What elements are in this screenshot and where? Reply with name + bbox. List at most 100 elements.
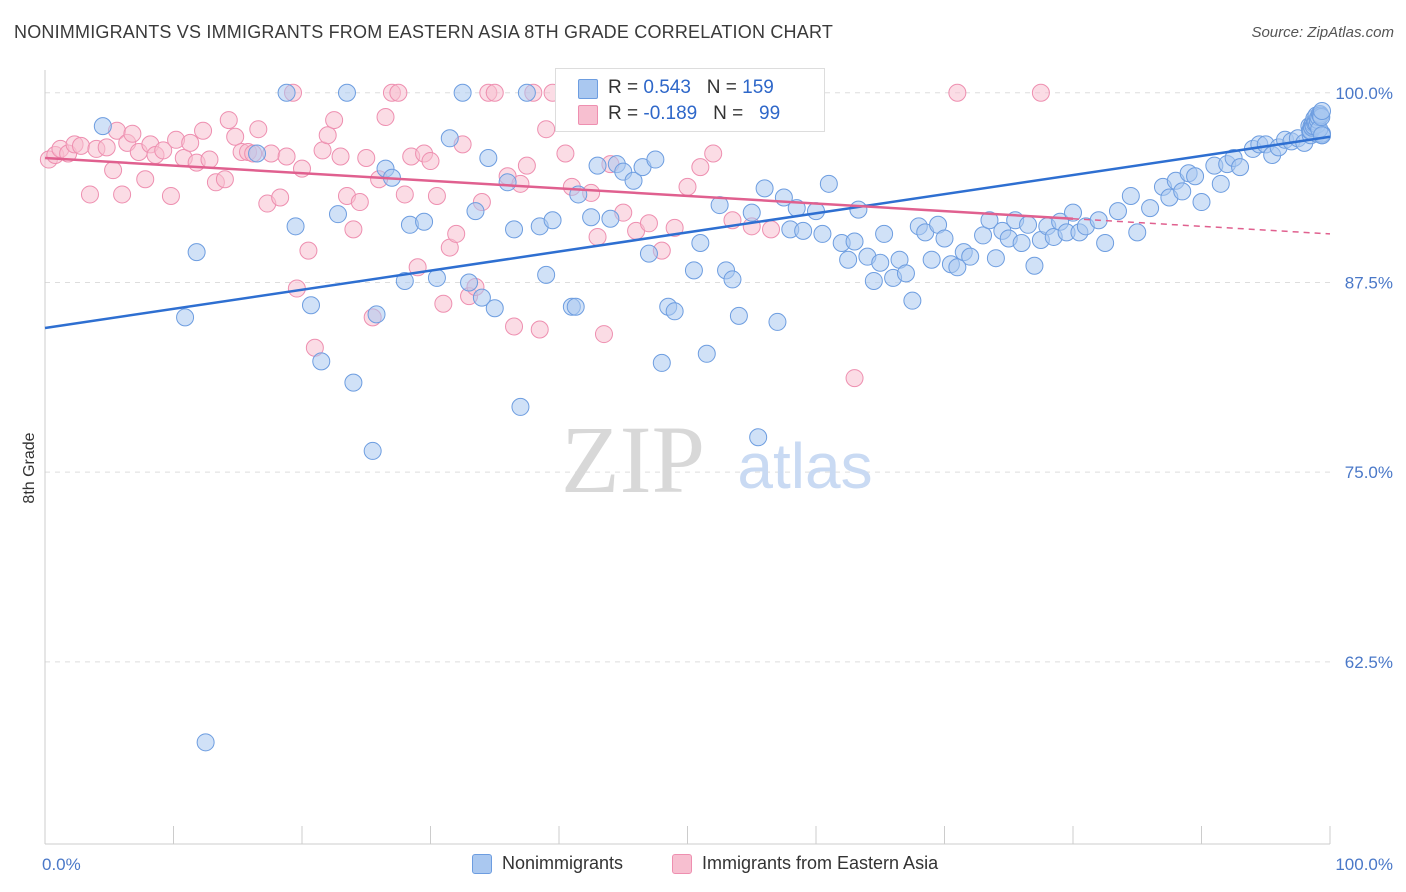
- data-point-nonimmigrants: [845, 232, 864, 251]
- data-point-nonimmigrants: [1173, 182, 1192, 201]
- watermark-zip: ZIP: [561, 406, 705, 513]
- data-point-nonimmigrants: [864, 271, 883, 290]
- data-point-nonimmigrants: [1096, 234, 1115, 253]
- data-point-nonimmigrants: [395, 271, 414, 290]
- data-point-immigrants: [556, 144, 575, 163]
- data-point-nonimmigrants: [453, 83, 472, 102]
- chart-source: Source: ZipAtlas.com: [1251, 24, 1394, 41]
- data-point-immigrants: [678, 177, 697, 196]
- data-point-nonimmigrants: [749, 428, 768, 447]
- data-point-nonimmigrants: [93, 117, 112, 136]
- legend-swatch-blue: [472, 854, 492, 874]
- data-point-immigrants: [313, 141, 332, 160]
- data-point-nonimmigrants: [543, 211, 562, 230]
- data-point-immigrants: [113, 185, 132, 204]
- legend-swatch-pink: [672, 854, 692, 874]
- data-point-nonimmigrants: [511, 397, 530, 416]
- data-point-nonimmigrants: [176, 308, 195, 327]
- data-point-immigrants: [80, 185, 99, 204]
- data-point-immigrants: [194, 121, 213, 140]
- chart-title: NONIMMIGRANTS VS IMMIGRANTS FROM EASTERN…: [14, 22, 834, 42]
- data-point-nonimmigrants: [935, 229, 954, 248]
- data-point-nonimmigrants: [723, 270, 742, 289]
- data-point-nonimmigrants: [466, 202, 485, 221]
- data-point-nonimmigrants: [974, 226, 993, 245]
- data-point-nonimmigrants: [813, 224, 832, 243]
- data-point-nonimmigrants: [819, 174, 838, 193]
- data-point-nonimmigrants: [948, 258, 967, 277]
- data-point-nonimmigrants: [367, 305, 386, 324]
- data-point-nonimmigrants: [1313, 126, 1331, 145]
- data-point-nonimmigrants: [896, 264, 915, 283]
- legend-r-label: R =: [608, 77, 644, 98]
- data-point-nonimmigrants: [652, 353, 671, 372]
- data-point-nonimmigrants: [986, 249, 1005, 268]
- data-point-nonimmigrants: [849, 200, 868, 219]
- x-tick-label: 100.0%: [1335, 855, 1393, 874]
- data-point-nonimmigrants: [639, 244, 658, 263]
- data-point-nonimmigrants: [1231, 158, 1250, 177]
- data-point-nonimmigrants: [582, 208, 601, 227]
- data-point-immigrants: [136, 170, 155, 189]
- data-point-immigrants: [434, 294, 453, 313]
- data-point-immigrants: [485, 83, 504, 102]
- y-tick-label: 100.0%: [1335, 84, 1393, 103]
- data-point-nonimmigrants: [794, 221, 813, 240]
- data-point-nonimmigrants: [301, 296, 320, 315]
- data-point-immigrants: [344, 220, 363, 239]
- data-point-immigrants: [71, 136, 90, 155]
- data-point-nonimmigrants: [1211, 174, 1230, 193]
- watermark: ZIP atlas: [561, 406, 873, 513]
- series-nonimmigrants-points: [93, 83, 1331, 752]
- data-point-immigrants: [325, 111, 344, 130]
- data-point-immigrants: [665, 218, 684, 237]
- data-point-immigrants: [845, 369, 864, 388]
- data-point-nonimmigrants: [1108, 202, 1127, 221]
- data-point-nonimmigrants: [1186, 167, 1205, 186]
- data-point-nonimmigrants: [922, 250, 941, 269]
- data-point-nonimmigrants: [460, 273, 479, 292]
- data-point-immigrants: [389, 83, 408, 102]
- legend-r-value: 0.543: [643, 77, 691, 98]
- legend-r-label: R =: [608, 103, 644, 124]
- data-point-nonimmigrants: [1141, 199, 1160, 218]
- data-point-nonimmigrants: [1019, 215, 1038, 234]
- data-point-nonimmigrants: [742, 203, 761, 222]
- data-point-nonimmigrants: [624, 171, 643, 190]
- data-point-nonimmigrants: [505, 220, 524, 239]
- data-point-nonimmigrants: [187, 243, 206, 262]
- data-point-immigrants: [427, 186, 446, 205]
- data-point-nonimmigrants: [755, 179, 774, 198]
- axes: [44, 70, 1331, 845]
- data-point-immigrants: [123, 124, 142, 143]
- data-point-nonimmigrants: [286, 217, 305, 236]
- data-point-immigrants: [691, 158, 710, 177]
- data-point-nonimmigrants: [697, 344, 716, 363]
- data-point-immigrants: [376, 108, 395, 127]
- y-tick-label: 62.5%: [1345, 653, 1393, 672]
- data-point-nonimmigrants: [601, 209, 620, 228]
- legend-n-value: 99: [759, 103, 781, 124]
- data-point-nonimmigrants: [1128, 223, 1147, 242]
- data-point-nonimmigrants: [537, 265, 556, 284]
- data-point-immigrants: [350, 193, 369, 212]
- data-point-nonimmigrants: [566, 297, 585, 316]
- data-point-immigrants: [357, 149, 376, 168]
- data-point-nonimmigrants: [665, 302, 684, 321]
- trend-line-immigrants-extension: [1072, 217, 1331, 235]
- correlation-legend: R = 0.543 N = 159 R = -0.189 N = 99: [555, 68, 825, 132]
- data-point-nonimmigrants: [427, 268, 446, 287]
- legend-swatch-pink: [578, 105, 598, 125]
- data-point-nonimmigrants: [875, 224, 894, 243]
- data-point-nonimmigrants: [729, 306, 748, 325]
- data-point-nonimmigrants: [839, 250, 858, 269]
- data-point-immigrants: [537, 120, 556, 139]
- data-point-nonimmigrants: [344, 373, 363, 392]
- data-point-immigrants: [104, 161, 123, 180]
- data-point-immigrants: [215, 170, 234, 189]
- data-point-nonimmigrants: [415, 212, 434, 231]
- legend-n-label: N =: [713, 103, 749, 124]
- y-tick-label: 87.5%: [1345, 273, 1393, 292]
- data-point-nonimmigrants: [768, 312, 787, 331]
